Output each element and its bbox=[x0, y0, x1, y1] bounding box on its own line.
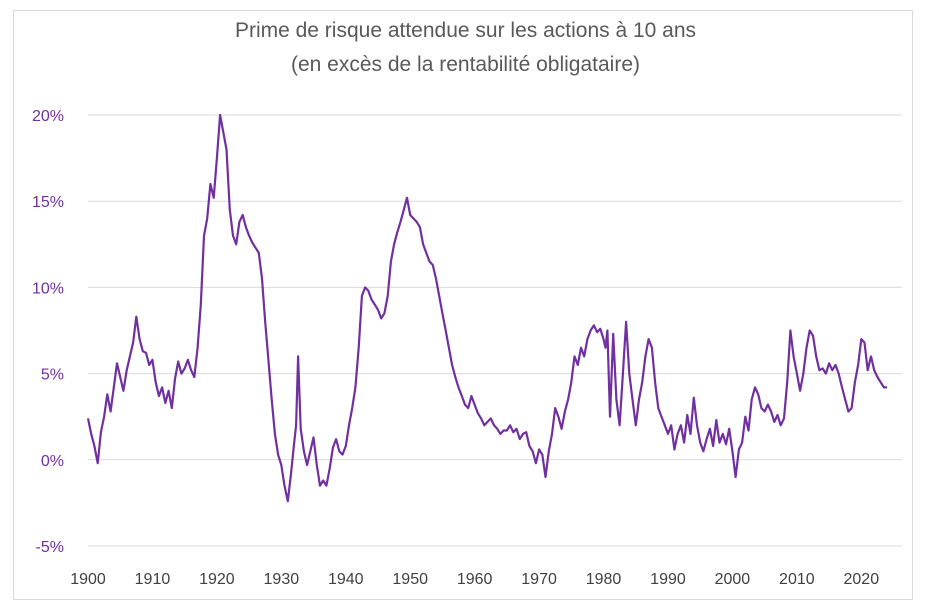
y-tick-label: 5% bbox=[41, 367, 64, 384]
x-tick-label: 2010 bbox=[779, 571, 815, 588]
x-tick-label: 1970 bbox=[521, 571, 557, 588]
x-tick-label: 2000 bbox=[715, 571, 751, 588]
x-tick-label: 2020 bbox=[844, 571, 880, 588]
chart-subtitle: (en excès de la rentabilité obligataire) bbox=[290, 53, 641, 76]
gridlines bbox=[88, 114, 902, 547]
chart-title: Prime de risque attendue sur les actions… bbox=[0, 14, 931, 82]
series-line bbox=[86, 113, 888, 503]
x-axis-ticks: 1900 1910 1920 1930 1940 1950 1960 1970 1980 1990… bbox=[70, 571, 879, 588]
chart-title-line: Prime de risque attendue sur les actions… bbox=[234, 19, 697, 42]
chart-frame bbox=[13, 10, 913, 600]
y-tick-label: 0% bbox=[41, 453, 64, 470]
series-group bbox=[86, 113, 888, 503]
x-tick-label: 1990 bbox=[650, 571, 686, 588]
x-tick-label: 1960 bbox=[457, 571, 493, 588]
x-tick-label: 1940 bbox=[328, 571, 364, 588]
x-tick-label: 1980 bbox=[586, 571, 622, 588]
y-tick-label: 20% bbox=[32, 108, 64, 125]
y-axis-ticks: -5% 0% 5% 10% 15% 20% bbox=[32, 108, 64, 556]
x-tick-label: 1900 bbox=[70, 571, 106, 588]
y-tick-label: -5% bbox=[36, 539, 64, 556]
x-tick-label: 1910 bbox=[135, 571, 171, 588]
x-tick-label: 1950 bbox=[392, 571, 428, 588]
x-tick-label: 1920 bbox=[199, 571, 235, 588]
y-tick-label: 10% bbox=[32, 280, 64, 297]
y-tick-label: 15% bbox=[32, 194, 64, 211]
x-tick-label: 1930 bbox=[264, 571, 300, 588]
